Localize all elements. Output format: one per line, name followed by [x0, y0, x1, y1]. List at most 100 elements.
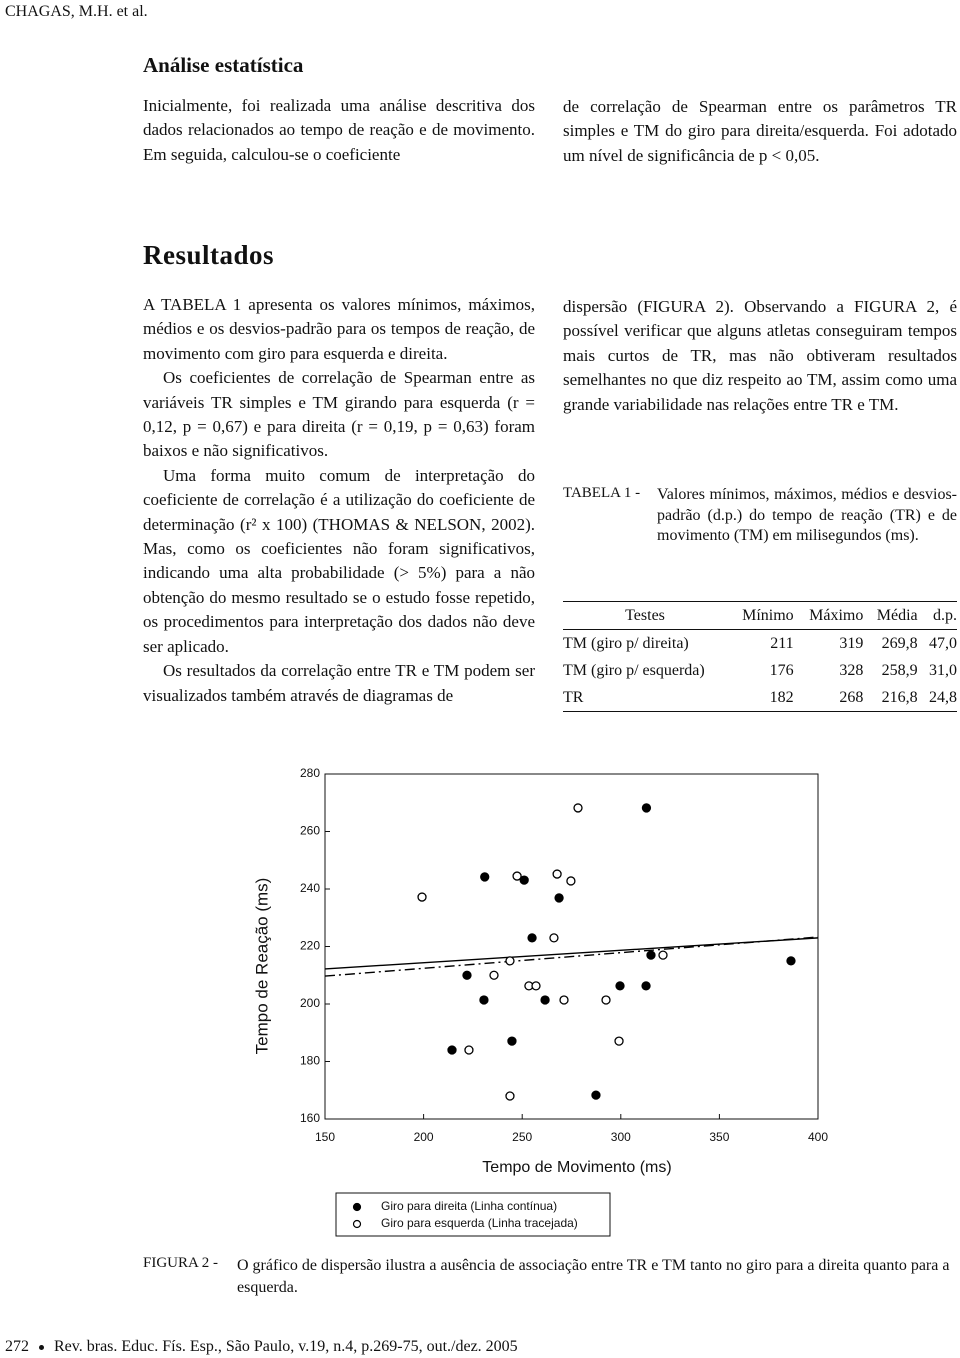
point	[505, 956, 515, 966]
paragraph: Uma forma muito comum de interpretação d…	[143, 465, 535, 656]
point	[489, 970, 499, 980]
point	[591, 1090, 601, 1100]
paragraph: Os resultados da correlação entre TR e T…	[143, 661, 535, 705]
separator	[39, 1344, 44, 1350]
y-tick-label: 260	[300, 824, 320, 838]
column-header: Testes	[625, 606, 665, 624]
table-cell: 182	[769, 688, 794, 706]
header-row: Testes Mínimo Máximo Média d.p.	[563, 602, 957, 630]
point	[519, 875, 529, 885]
point	[512, 871, 522, 881]
point	[658, 950, 668, 960]
point	[531, 981, 541, 991]
paragraph: Inicialmente, foi realizada uma análise …	[143, 96, 535, 164]
data-table: Testes Mínimo Máximo Média d.p. TM (giro…	[563, 601, 957, 712]
table-cell: 47,0	[929, 634, 957, 652]
legend-box	[335, 1192, 611, 1237]
point	[646, 950, 656, 960]
legend-label: Giro para direita (Linha contínua)	[381, 1199, 557, 1213]
column-header: Máximo	[809, 606, 864, 624]
fit-line	[324, 936, 819, 977]
section-title: Resultados	[143, 240, 275, 270]
y-tick-label: 240	[300, 881, 320, 895]
point	[549, 933, 559, 943]
table-row: TR 182 268 216,8 24,8	[563, 684, 957, 712]
y-tick-label: 280	[300, 766, 320, 780]
table-cell: 24,8	[929, 688, 957, 706]
table-cell: TM (giro p/ esquerda)	[563, 661, 705, 679]
point	[559, 995, 569, 1005]
x-tick-label: 200	[414, 1130, 434, 1144]
table-row: TM (giro p/ esquerda) 176 328 258,9 31,0	[563, 657, 957, 684]
paragraph: A TABELA 1 apresenta os valores mínimos,…	[143, 295, 535, 363]
plot-frame	[324, 773, 819, 1120]
point	[417, 892, 427, 902]
point	[566, 876, 576, 886]
table-cell: 328	[839, 661, 864, 679]
y-tick-label: 160	[300, 1111, 320, 1125]
paragraph: dispersão (FIGURA 2). Observando a FIGUR…	[563, 297, 957, 414]
table-row: TM (giro p/ direita) 211 319 269,8 47,0	[563, 630, 957, 658]
table-cell: TM (giro p/ direita)	[563, 634, 689, 652]
table-cell: 31,0	[929, 661, 957, 679]
table-cell: 216,8	[881, 688, 918, 706]
column-header: d.p.	[933, 606, 957, 624]
table-label: TABELA 1 -	[563, 485, 641, 501]
table-cell: 268	[839, 688, 864, 706]
paragraph: de correlação de Spearman entre os parâm…	[563, 97, 957, 165]
point	[554, 893, 564, 903]
table-cell: 319	[839, 634, 864, 652]
x-tick-label: 300	[611, 1130, 631, 1144]
point	[480, 872, 490, 882]
legend-marker	[352, 1202, 362, 1212]
section-title: Análise estatística	[143, 53, 304, 77]
point	[464, 1045, 474, 1055]
figure-caption: O gráfico de dispersão ilustra a ausênci…	[237, 1257, 950, 1296]
point	[786, 956, 796, 966]
y-tick-label: 180	[300, 1054, 320, 1068]
figure-label: FIGURA 2 -	[143, 1255, 219, 1271]
point	[479, 995, 489, 1005]
point	[552, 869, 562, 879]
table-cell: 176	[769, 661, 794, 679]
point	[573, 803, 583, 813]
point	[527, 933, 537, 943]
x-tick-label: 150	[315, 1130, 335, 1144]
point	[641, 803, 652, 813]
point	[507, 1036, 517, 1046]
y-tick-label: 200	[300, 996, 320, 1010]
point	[540, 995, 550, 1005]
table-body: TM (giro p/ direita) 211 319 269,8 47,0 TM (g…	[563, 630, 957, 712]
paragraph: Os coeficientes de correlação de Spearma…	[143, 368, 535, 461]
citation: Rev. bras. Educ. Fís. Esp., São Paulo, v…	[54, 1338, 518, 1355]
point	[601, 995, 611, 1005]
y-tick-label: 220	[300, 939, 320, 953]
column-header: Média	[876, 606, 918, 624]
table-cell: 269,8	[881, 634, 918, 652]
table-cell: 258,9	[881, 661, 918, 679]
running-head: CHAGAS, M.H. et al.	[5, 3, 148, 20]
left-column: A TABELA 1 apresenta os valores mínimos,…	[143, 293, 535, 723]
x-tick-label: 400	[808, 1130, 828, 1144]
column-header: Mínimo	[742, 606, 794, 624]
x-tick-label: 250	[512, 1130, 532, 1144]
legend-label: Giro para esquerda (Linha tracejada)	[381, 1216, 578, 1230]
point	[462, 970, 472, 980]
page-number: 272	[5, 1338, 29, 1355]
table-caption: Valores mínimos, máximos, médios e desvi…	[657, 486, 957, 545]
chart: Tempo de Reação (ms) Tempo de Movimento …	[252, 766, 828, 1237]
x-tick-label: 350	[709, 1130, 729, 1144]
point	[505, 1091, 515, 1101]
table-cell: TR	[563, 688, 584, 706]
footer: 272 Rev. bras. Educ. Fís. Esp., São Paul…	[5, 1338, 518, 1356]
table-cell: 211	[770, 634, 794, 652]
x-axis-label: Tempo de Movimento (ms)	[482, 1159, 671, 1176]
point	[447, 1045, 457, 1055]
y-axis-label: Tempo de Reação (ms)	[252, 878, 271, 1055]
fit-line	[324, 937, 819, 970]
point	[614, 1036, 624, 1046]
point	[641, 981, 651, 991]
legend-marker	[352, 1219, 362, 1229]
point	[615, 981, 625, 991]
